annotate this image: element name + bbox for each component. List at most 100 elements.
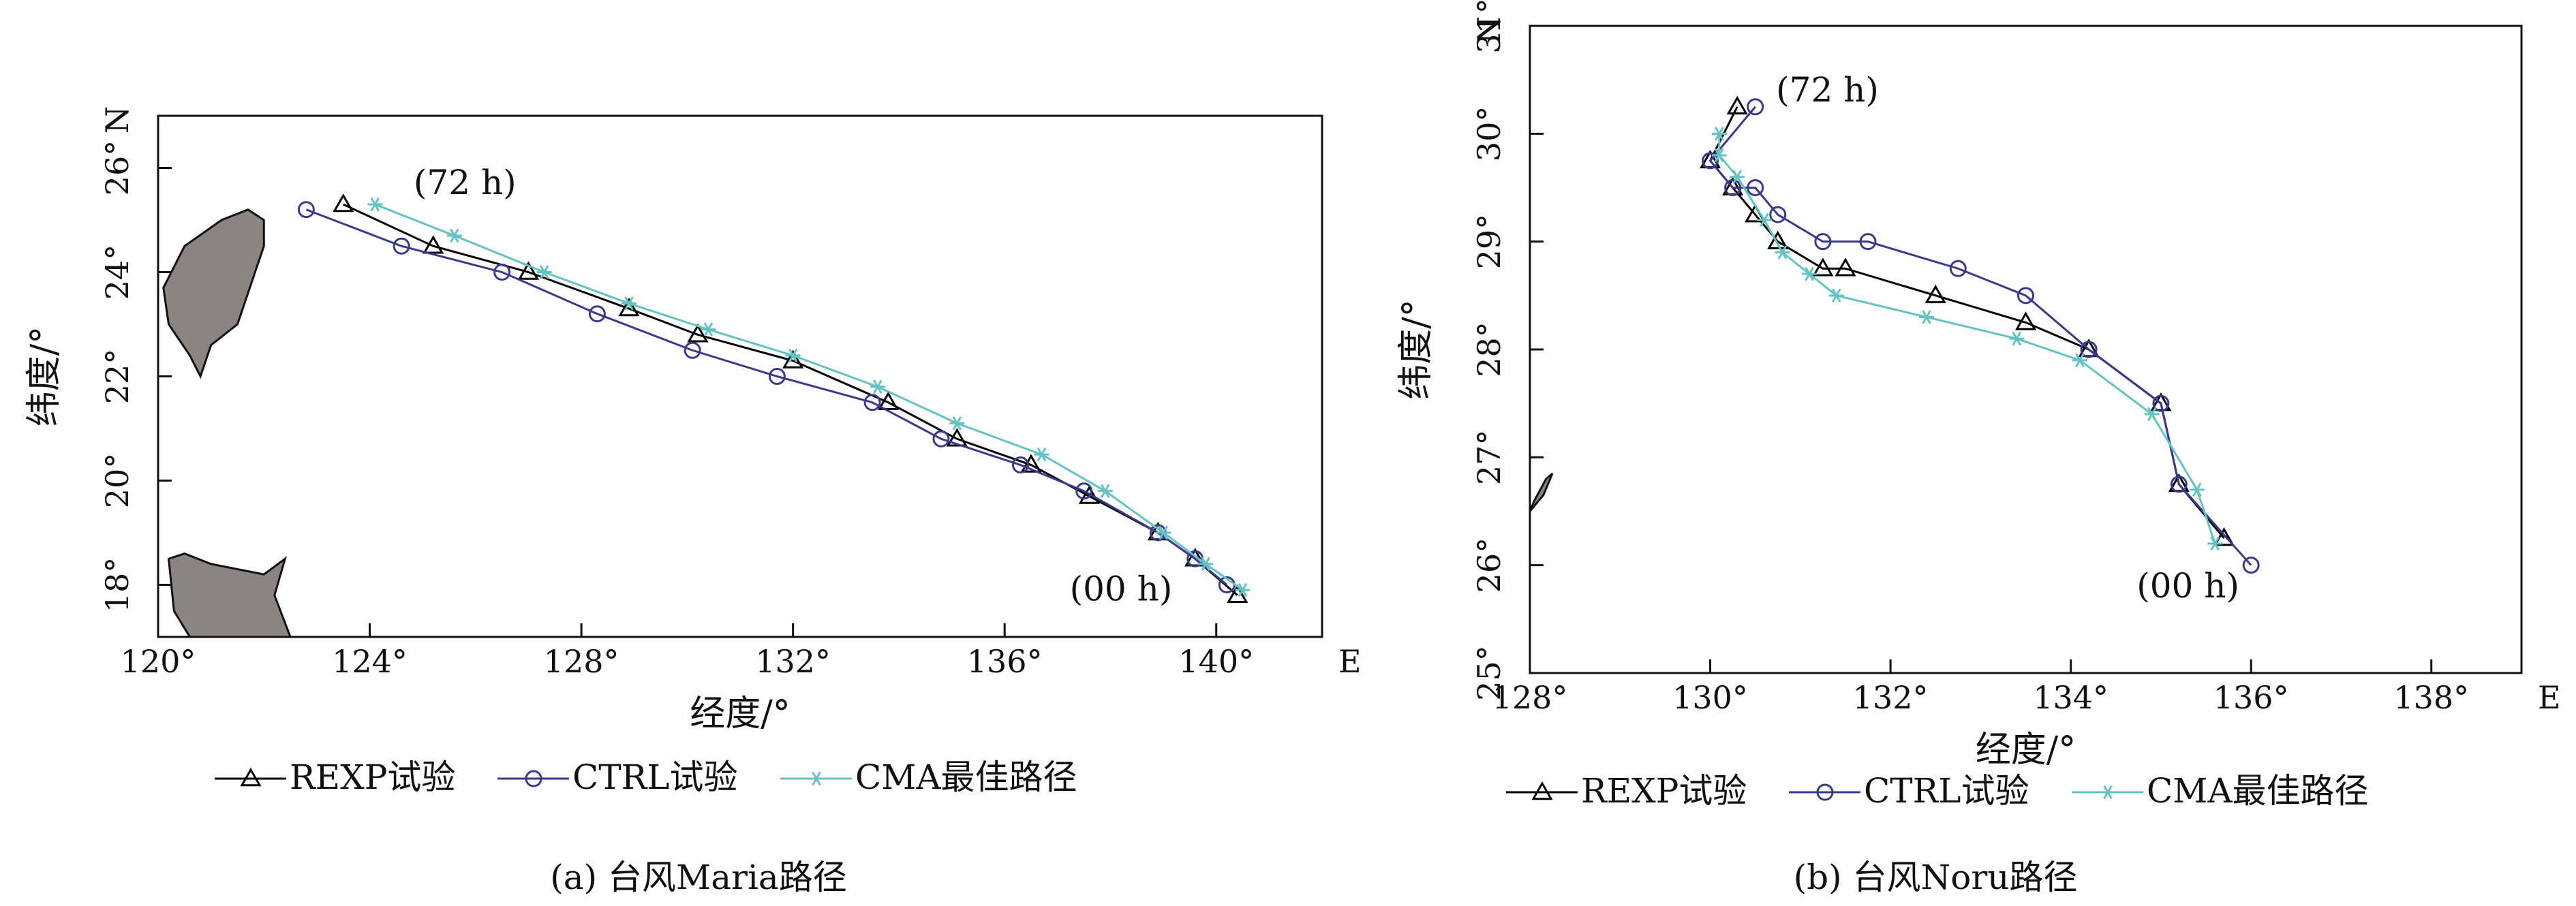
marker-ctrl-4	[2017, 287, 2034, 304]
marker-rexp-7	[1812, 257, 1834, 277]
marker-ctrl-3	[2080, 341, 2098, 358]
series-line-rexp	[343, 203, 1238, 596]
x-axis-title: 经度/°	[1976, 730, 2076, 770]
marker-ctrl-9	[588, 305, 606, 323]
annotation-00h: (00 h)	[1070, 569, 1173, 608]
marker-ctrl-1	[2170, 475, 2188, 493]
y-tick-label: 18°	[99, 557, 136, 613]
legend-label-cma: CMA最佳路径	[855, 757, 1077, 797]
y-tick-label: 22°	[99, 349, 136, 405]
marker-cma-1	[1198, 557, 1214, 572]
marker-rexp-11	[423, 235, 444, 254]
legend-item-ctrl: CTRL试验	[1789, 771, 2029, 811]
marker-ctrl-9	[1747, 179, 1764, 196]
marker-cma-0	[2207, 536, 2223, 551]
x-tick-label: 136°	[967, 643, 1043, 680]
marker-rexp-7	[782, 349, 804, 369]
x-unit-label: E	[2538, 679, 2561, 716]
marker-ctrl-12	[297, 201, 315, 219]
series-line-rexp	[1708, 106, 2225, 540]
chart-panel-a: 120° 124° 128° 132° 136° 140° E 18° 20° 22° 24° 26°…	[24, 106, 1362, 897]
legend-item-rexp: REXP试验	[1506, 771, 1747, 811]
marker-rexp-legend	[240, 767, 262, 787]
y-tick-label: 25°	[1471, 645, 1507, 701]
marker-ctrl-12	[1747, 98, 1764, 116]
plot-frame	[157, 114, 1323, 638]
series-cma	[1711, 127, 2223, 551]
y-tick-label: 30°	[1471, 106, 1507, 162]
marker-cma-3	[2072, 353, 2087, 368]
annotation-00h: (00 h)	[2136, 566, 2239, 606]
marker-ctrl-5	[932, 430, 950, 448]
x-tick-label: 128°	[544, 643, 619, 680]
marker-cma-10	[536, 265, 552, 279]
marker-rexp-12	[333, 193, 354, 213]
series-line-ctrl	[305, 208, 1228, 586]
marker-cma-7	[1802, 266, 1818, 281]
y-tick-label: 31°	[1471, 0, 1507, 54]
marker-ctrl-2	[2152, 394, 2170, 412]
marker-cma-2	[1156, 525, 1171, 540]
marker-cma-4	[2009, 331, 2025, 346]
x-tick-label: 134°	[2033, 679, 2109, 716]
marker-cma-12	[1711, 127, 1727, 141]
marker-cma-8	[701, 322, 716, 337]
marker-cma-2	[2144, 407, 2160, 422]
figure-caption: (a) 台风Maria路径	[550, 858, 846, 897]
x-tick-label: 136°	[2213, 679, 2289, 716]
legend-item-cma: CMA最佳路径	[780, 757, 1077, 797]
y-unit-label: N	[1471, 16, 1507, 44]
marker-cma-11	[446, 228, 462, 243]
marker-ctrl-3	[1075, 482, 1093, 500]
marker-cma-5	[949, 416, 965, 431]
marker-rexp-4	[2014, 311, 2037, 330]
marker-rexp-4	[1020, 454, 1042, 473]
legend-label-ctrl: CTRL试验	[572, 757, 737, 797]
marker-rexp-6	[877, 391, 899, 410]
x-tick-label: 132°	[755, 643, 831, 680]
marker-cma-5	[1919, 310, 1934, 324]
marker-rexp-0	[2213, 527, 2235, 546]
marker-cma-0	[1235, 582, 1251, 597]
series-ctrl	[297, 201, 1236, 593]
marker-ctrl-0	[2242, 557, 2260, 574]
marker-ctrl-legend	[525, 770, 542, 787]
marker-ctrl-10	[1724, 179, 1742, 196]
series-rexp	[1699, 95, 2235, 546]
marker-rexp-6	[1835, 257, 1856, 277]
marker-cma-11	[1711, 148, 1727, 163]
series-cma	[367, 197, 1251, 597]
marker-rexp-5	[1925, 284, 1946, 304]
y-tick-label: 24°	[99, 245, 136, 300]
marker-rexp-8	[1767, 230, 1789, 249]
marker-rexp-12	[1726, 95, 1748, 114]
legend-item-cma: CMA最佳路径	[2072, 771, 2369, 811]
legend-label-ctrl: CTRL试验	[1864, 771, 2029, 811]
marker-ctrl-5	[1949, 260, 1967, 277]
marker-ctrl-7	[768, 368, 786, 385]
series-ctrl	[1702, 98, 2260, 574]
y-tick-label: 26°	[99, 140, 136, 196]
x-tick-label: 124°	[332, 643, 408, 680]
marker-rexp-0	[1227, 584, 1248, 604]
marker-cma-6	[1828, 288, 1844, 303]
marker-cma-9	[621, 296, 637, 311]
marker-cma-legend	[2100, 785, 2115, 800]
y-tick-label: 27°	[1471, 430, 1507, 486]
figure-caption: (b) 台风Noru路径	[1794, 858, 2078, 897]
legend-label-rexp: REXP试验	[290, 757, 455, 797]
marker-ctrl-legend	[1816, 783, 1834, 801]
land-luzon	[167, 552, 292, 637]
x-tick-label: 120°	[121, 643, 196, 680]
marker-cma-1	[2189, 482, 2205, 497]
x-axis-title: 经度/°	[690, 693, 791, 734]
marker-cma-3	[1097, 484, 1113, 499]
plot-frame	[1529, 25, 2523, 674]
land-taiwan	[162, 208, 265, 379]
y-unit-label: N	[99, 106, 136, 134]
marker-rexp-8	[687, 324, 709, 343]
land-island	[1530, 472, 1554, 512]
series-rexp	[333, 193, 1248, 604]
marker-ctrl-6	[1859, 233, 1877, 251]
marker-cma-4	[1034, 447, 1049, 462]
